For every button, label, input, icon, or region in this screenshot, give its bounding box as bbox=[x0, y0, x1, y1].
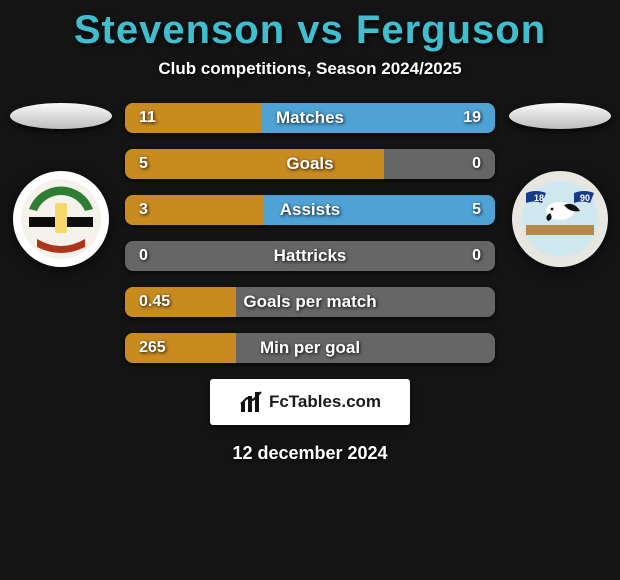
stat-value-left: 0 bbox=[125, 241, 162, 271]
stat-value-right bbox=[467, 333, 495, 363]
title-vs: vs bbox=[297, 8, 344, 52]
page-title: Stevenson vs Ferguson bbox=[0, 8, 620, 53]
stat-label: Hattricks bbox=[125, 241, 495, 271]
crest-right-svg: 18 90 bbox=[510, 169, 610, 269]
crest-left-svg bbox=[11, 169, 111, 269]
stat-bar: 5 Goals 0 bbox=[125, 149, 495, 179]
stat-value-right: 0 bbox=[458, 149, 495, 179]
club-crest-left bbox=[11, 169, 111, 269]
player-left-name: Stevenson bbox=[74, 8, 285, 52]
player-right-name: Ferguson bbox=[356, 8, 546, 52]
club-crest-right: 18 90 bbox=[510, 169, 610, 269]
stat-value-right: 0 bbox=[458, 241, 495, 271]
player-right-portrait-placeholder bbox=[509, 103, 611, 129]
stat-bar: 0.45 Goals per match bbox=[125, 287, 495, 317]
brand-badge: FcTables.com bbox=[210, 379, 410, 425]
player-left-portrait-placeholder bbox=[10, 103, 112, 129]
svg-text:18: 18 bbox=[534, 193, 544, 203]
stat-bars: 11 Matches 19 5 Goals 0 3 Assists 5 bbox=[125, 103, 495, 363]
left-side-column bbox=[8, 103, 113, 269]
brand-text: FcTables.com bbox=[269, 392, 381, 412]
right-side-column: 18 90 bbox=[507, 103, 612, 269]
stat-value-right bbox=[467, 287, 495, 317]
subtitle: Club competitions, Season 2024/2025 bbox=[0, 59, 620, 79]
stat-bar: 11 Matches 19 bbox=[125, 103, 495, 133]
comparison-infographic: Stevenson vs Ferguson Club competitions,… bbox=[0, 0, 620, 464]
stat-bar: 3 Assists 5 bbox=[125, 195, 495, 225]
brand-chart-icon bbox=[239, 390, 263, 414]
main-row: 11 Matches 19 5 Goals 0 3 Assists 5 bbox=[0, 103, 620, 363]
stat-bar: 0 Hattricks 0 bbox=[125, 241, 495, 271]
svg-text:90: 90 bbox=[580, 193, 590, 203]
footer-date: 12 december 2024 bbox=[0, 443, 620, 464]
stat-bar: 265 Min per goal bbox=[125, 333, 495, 363]
